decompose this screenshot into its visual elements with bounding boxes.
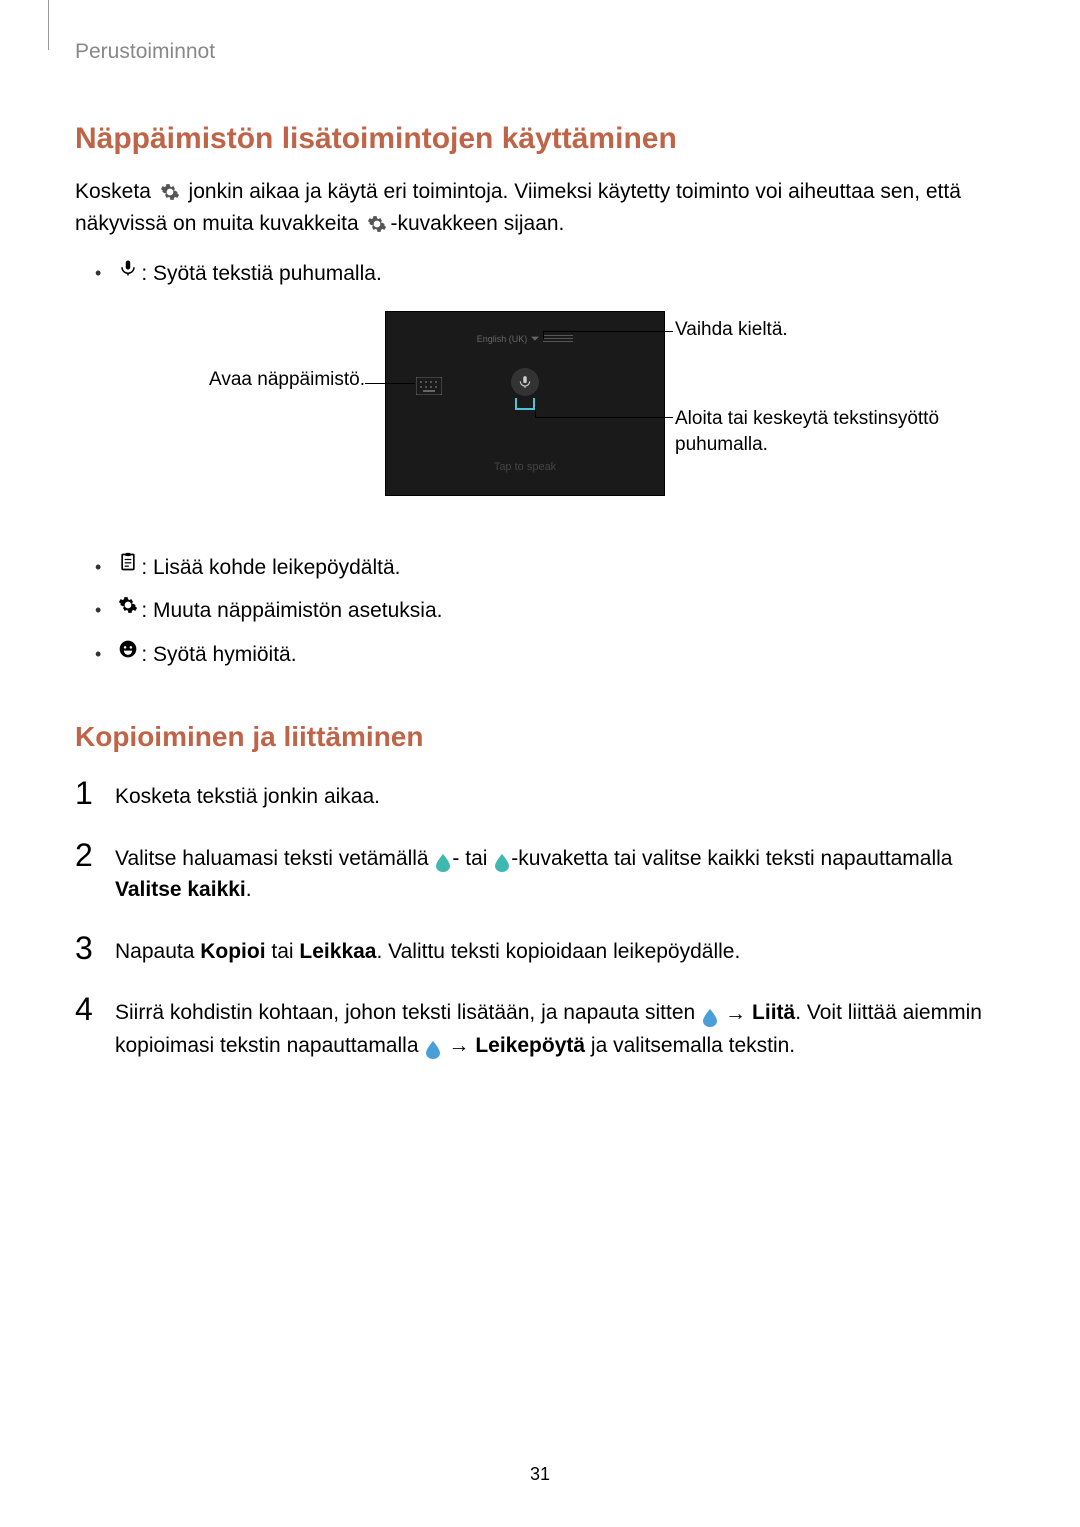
step-text: Kosketa tekstiä jonkin aikaa. [115, 777, 380, 813]
t: - tai [452, 847, 493, 870]
teardrop-blue-icon [703, 1005, 717, 1023]
bullet-clipboard-text: : Lisää kohde leikepöydältä. [141, 551, 400, 585]
teardrop-teal-icon [436, 850, 450, 868]
step-number: 4 [75, 993, 115, 1025]
section1-title: Näppäimistön lisätoimintojen käyttäminen [75, 122, 1005, 156]
step-text: Napauta Kopioi tai Leikkaa. Valittu teks… [115, 932, 740, 968]
callout-line-r1-tick [543, 331, 544, 339]
lang-text: English (UK) [477, 334, 528, 344]
bullet-emoji: • : Syötä hymiöitä. [95, 638, 1005, 672]
bullet-dot: • [95, 551, 101, 583]
step-text: Valitse haluamasi teksti vetämällä - tai… [115, 839, 1005, 906]
callout-right1: Vaihda kieltä. [675, 319, 975, 341]
screenshot-topbar: English (UK) [475, 334, 575, 344]
callout-line-left [365, 383, 415, 384]
t: Valitse haluamasi teksti vetämällä [115, 847, 434, 870]
bullet-mic: • : Syötä tekstiä puhumalla. [95, 257, 1005, 291]
t-bold: Valitse kaikki [115, 878, 246, 901]
bullet-clipboard: • : Lisää kohde leikepöydältä. [95, 551, 1005, 585]
callout-right2: Aloita tai keskeytä tekstinsyöttö puhuma… [675, 406, 995, 459]
page-header: Perustoiminnot [75, 40, 1005, 64]
t: -kuvaketta tai valitse kaikki teksti nap… [511, 847, 952, 870]
t-bold: Liitä [752, 1001, 795, 1024]
callout-left: Avaa näppäimistö. [115, 369, 365, 391]
gear-icon [117, 594, 139, 616]
t: Siirrä kohdistin kohtaan, johon teksti l… [115, 1001, 701, 1024]
bullet-dot: • [95, 638, 101, 670]
step-1: 1 Kosketa tekstiä jonkin aikaa. [75, 777, 1005, 813]
t: tai [266, 940, 300, 963]
t-bold: Kopioi [200, 940, 265, 963]
arrow-right-icon: → [448, 1030, 469, 1062]
page-container: Perustoiminnot Näppäimistön lisätoiminto… [0, 0, 1080, 1527]
microphone-icon [117, 257, 139, 279]
t-bold: Leikepöytä [475, 1034, 585, 1057]
mic-button [511, 368, 539, 396]
bullet-settings: • : Muuta näppäimistön asetuksia. [95, 594, 1005, 628]
callout-line-r1 [543, 331, 673, 332]
arrow-right-icon: → [725, 998, 746, 1030]
bullet-dot: • [95, 594, 101, 626]
step-4: 4 Siirrä kohdistin kohtaan, johon teksti… [75, 993, 1005, 1061]
mic-indicator [515, 398, 535, 410]
section2-title: Kopioiminen ja liittäminen [75, 721, 1005, 753]
t: . [246, 878, 252, 901]
menu-lines-icon [543, 335, 573, 343]
screenshot-box: English (UK) Tap to speak [385, 311, 665, 496]
bullet-mic-text: : Syötä tekstiä puhumalla. [141, 257, 381, 291]
t: ja valitsemalla tekstin. [585, 1034, 795, 1057]
step-number: 3 [75, 932, 115, 964]
step-text: Siirrä kohdistin kohtaan, johon teksti l… [115, 993, 1005, 1061]
section1-intro: Kosketa jonkin aikaa ja käytä eri toimin… [75, 176, 1005, 239]
step-3: 3 Napauta Kopioi tai Leikkaa. Valittu te… [75, 932, 1005, 968]
bullet-settings-text: : Muuta näppäimistön asetuksia. [141, 594, 442, 628]
smiley-icon [117, 638, 139, 660]
gear-icon [159, 181, 181, 203]
bullet-dot: • [95, 257, 101, 289]
callout-line-r2-tick [535, 407, 536, 418]
teardrop-teal-icon [495, 850, 509, 868]
step-2: 2 Valitse haluamasi teksti vetämällä - t… [75, 839, 1005, 906]
keyboard-icon [416, 377, 442, 395]
t-bold: Leikkaa [299, 940, 376, 963]
tap-hint-text: Tap to speak [494, 461, 556, 473]
bullet-emoji-text: : Syötä hymiöitä. [141, 638, 296, 672]
intro-text-3: -kuvakkeen sijaan. [390, 212, 564, 235]
callout-line-r2 [535, 417, 673, 418]
step-number: 2 [75, 839, 115, 871]
chevron-down-icon [531, 335, 539, 343]
diagram: English (UK) Tap to speak Avaa näppäimis… [75, 311, 1005, 511]
gear-icon [366, 213, 388, 235]
page-number: 31 [530, 1464, 550, 1485]
teardrop-blue-icon [426, 1037, 440, 1055]
clipboard-icon [117, 551, 139, 573]
intro-text-1: Kosketa [75, 180, 157, 203]
t: . Valittu teksti kopioidaan leikepöydäll… [376, 940, 740, 963]
t: Napauta [115, 940, 200, 963]
step-number: 1 [75, 777, 115, 809]
